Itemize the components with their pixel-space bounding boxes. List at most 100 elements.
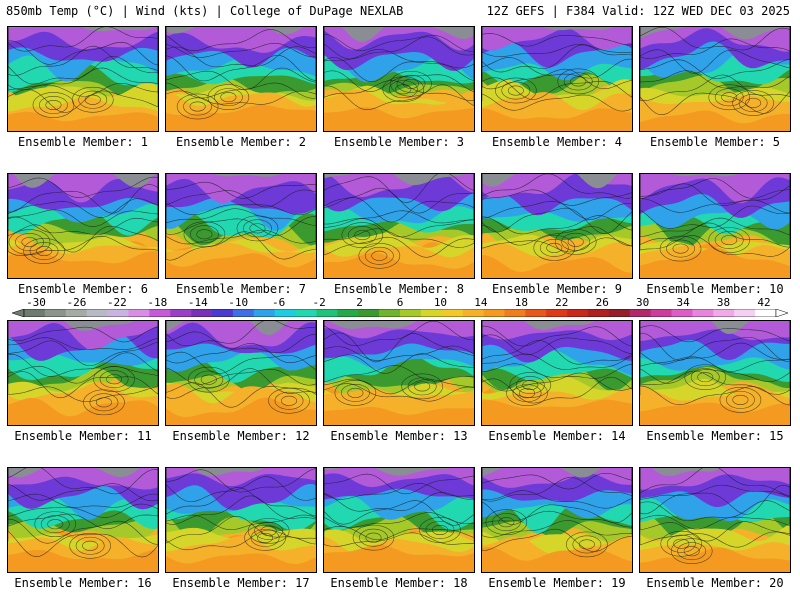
- temperature-field: [166, 27, 316, 131]
- colorbar-swatch: [755, 309, 777, 317]
- colorbar-swatch: [692, 309, 714, 317]
- colorbar-tick: -30: [26, 296, 46, 309]
- colorbar-tick: -6: [272, 296, 286, 309]
- colorbar-swatch: [253, 309, 275, 317]
- ensemble-member-map: [481, 173, 633, 279]
- colorbar-tick: -26: [66, 296, 87, 309]
- colorbar-tick: -18: [147, 296, 168, 309]
- colorbar-swatch: [44, 309, 67, 317]
- colorbar-swatch: [86, 309, 108, 317]
- colorbar-swatch: [504, 309, 526, 317]
- colorbar-swatch: [734, 309, 756, 317]
- ensemble-member-map: [639, 467, 791, 573]
- ensemble-member-map: [323, 320, 475, 426]
- temperature-field: [324, 468, 474, 572]
- colorbar-swatch: [629, 309, 651, 317]
- ensemble-member-map: [639, 320, 791, 426]
- colorbar-swatch: [650, 309, 672, 317]
- colorbar-swatch: [232, 309, 255, 317]
- colorbar-swatch: [671, 309, 693, 317]
- colorbar-swatch: [358, 309, 380, 317]
- colorbar-tick: 34: [676, 296, 690, 309]
- colorbar-swatch: [588, 309, 610, 317]
- colorbar-tick: 10: [433, 296, 448, 309]
- ensemble-member-label: Ensemble Member: 12: [172, 429, 310, 443]
- ensemble-member-map: [165, 26, 317, 132]
- colorbar-swatch: [170, 309, 192, 317]
- ensemble-member-map: [165, 320, 317, 426]
- ensemble-member-label: Ensemble Member: 1: [17, 135, 149, 149]
- colorbar-tick: 30: [636, 296, 650, 309]
- colorbar-swatch: [128, 309, 150, 317]
- ensemble-member-map: [323, 26, 475, 132]
- temperature-colorbar: [12, 309, 788, 317]
- colorbar-swatch: [608, 309, 631, 317]
- colorbar-swatch: [379, 309, 401, 317]
- colorbar-tick: -2: [312, 296, 326, 309]
- ensemble-member-map: [165, 173, 317, 279]
- ensemble-member-map: [7, 467, 159, 573]
- colorbar-swatch: [462, 309, 484, 317]
- ensemble-member-label: Ensemble Member: 19: [488, 576, 626, 590]
- temperature-field: [324, 321, 474, 425]
- colorbar-swatch: [525, 309, 547, 317]
- temperature-field: [640, 468, 790, 572]
- colorbar-swatch: [546, 309, 568, 317]
- ensemble-member-map: [7, 26, 159, 132]
- colorbar-tick: 38: [716, 296, 731, 309]
- ensemble-member-map: [7, 320, 159, 426]
- map-title: 850mb Temp (°C) | Wind (kts) | College o…: [6, 4, 404, 18]
- ensemble-member-map: [481, 320, 633, 426]
- colorbar-max-arrow: [775, 309, 788, 317]
- ensemble-member-map: [323, 173, 475, 279]
- ensemble-member-map: [639, 26, 791, 132]
- ensemble-member-label: Ensemble Member: 18: [330, 576, 468, 590]
- temperature-field: [482, 321, 632, 425]
- ensemble-member-label: Ensemble Member: 20: [646, 576, 784, 590]
- ensemble-member-label: Ensemble Member: 9: [491, 282, 623, 296]
- colorbar-swatch: [316, 309, 338, 317]
- colorbar-tick: -22: [106, 296, 127, 309]
- colorbar-swatch: [295, 309, 317, 317]
- ensemble-member-map: [481, 26, 633, 132]
- temperature-field: [8, 27, 158, 131]
- colorbar-tick: 26: [595, 296, 609, 309]
- ensemble-member-label: Ensemble Member: 3: [333, 135, 465, 149]
- colorbar-tick: -10: [228, 296, 249, 309]
- colorbar-swatch: [483, 309, 505, 317]
- colorbar-tick: -14: [187, 296, 208, 309]
- temperature-field: [324, 27, 474, 131]
- ensemble-member-label: Ensemble Member: 17: [172, 576, 310, 590]
- ensemble-member-label: Ensemble Member: 2: [175, 135, 307, 149]
- temperature-field: [324, 174, 474, 278]
- ensemble-member-label: Ensemble Member: 10: [646, 282, 784, 296]
- colorbar-swatch: [420, 309, 443, 317]
- temperature-field: [166, 468, 316, 572]
- colorbar-tick: 18: [514, 296, 528, 309]
- colorbar-swatch: [441, 309, 463, 317]
- colorbar-swatch: [337, 309, 359, 317]
- colorbar-graphic: [12, 309, 788, 317]
- temperature-field: [8, 321, 158, 425]
- colorbar-tick: 14: [474, 296, 488, 309]
- temperature-field: [166, 321, 316, 425]
- temperature-field: [640, 27, 790, 131]
- ensemble-member-map: [323, 467, 475, 573]
- temperature-field: [8, 174, 158, 278]
- temperature-field: [166, 174, 316, 278]
- colorbar-tick-labels: -30 -26 -22 -18 -14 -10 -6 -2 2 6 10 14 18 22 26 30 34 38…: [12, 297, 788, 309]
- colorbar-swatch: [713, 309, 735, 317]
- ensemble-member-map: [165, 467, 317, 573]
- ensemble-member-label: Ensemble Member: 6: [17, 282, 149, 296]
- colorbar-min-arrow: [12, 309, 25, 317]
- colorbar-tick: 2: [356, 296, 363, 309]
- colorbar-swatch: [65, 309, 87, 317]
- colorbar-tick: 42: [757, 296, 771, 309]
- temperature-field: [640, 174, 790, 278]
- colorbar-swatch: [212, 309, 234, 317]
- temperature-field: [482, 27, 632, 131]
- ensemble-member-label: Ensemble Member: 16: [14, 576, 152, 590]
- temperature-field: [482, 468, 632, 572]
- ensemble-member-label: Ensemble Member: 5: [649, 135, 781, 149]
